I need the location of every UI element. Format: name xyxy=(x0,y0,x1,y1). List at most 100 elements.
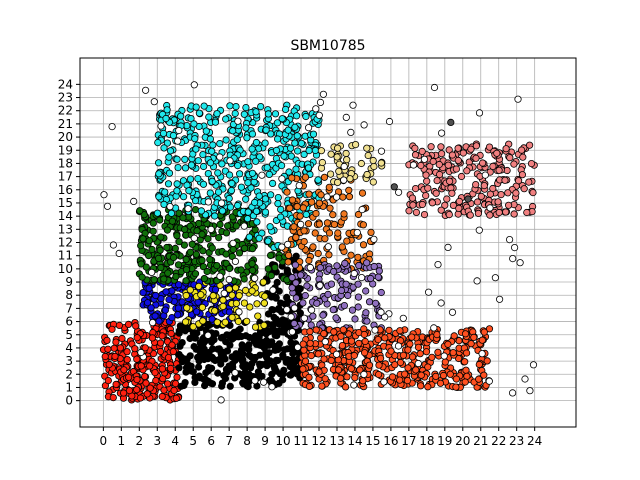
data-point xyxy=(200,348,208,357)
data-point xyxy=(157,263,165,272)
data-point xyxy=(306,339,314,347)
data-point xyxy=(377,308,385,316)
y-tick-label: 11 xyxy=(58,249,73,263)
data-point xyxy=(406,340,414,348)
data-point xyxy=(350,351,358,360)
data-point xyxy=(217,334,225,342)
data-point xyxy=(244,179,252,187)
data-point xyxy=(240,275,248,283)
data-point xyxy=(324,243,332,251)
data-point xyxy=(495,295,504,303)
data-point xyxy=(204,235,212,243)
data-point xyxy=(416,350,424,358)
data-point xyxy=(447,118,455,127)
x-tick-label: 14 xyxy=(347,434,362,448)
data-point xyxy=(103,336,111,344)
data-point xyxy=(365,361,374,369)
data-point xyxy=(248,130,257,138)
data-point xyxy=(504,201,513,209)
data-point xyxy=(462,366,470,374)
data-point xyxy=(519,153,527,161)
data-point xyxy=(241,379,249,387)
data-point xyxy=(181,378,189,387)
data-point xyxy=(190,234,198,242)
data-point xyxy=(357,273,366,282)
data-point xyxy=(341,383,350,391)
data-point xyxy=(357,159,365,168)
data-point xyxy=(190,120,198,128)
data-point xyxy=(206,135,214,143)
data-point xyxy=(218,382,226,390)
data-point xyxy=(168,217,176,225)
data-point xyxy=(173,155,181,163)
data-point xyxy=(163,226,171,234)
data-point xyxy=(209,141,217,149)
data-point xyxy=(271,263,279,272)
data-point xyxy=(292,165,300,173)
data-point xyxy=(223,347,232,355)
data-point xyxy=(489,184,497,193)
data-point xyxy=(240,110,248,118)
data-point xyxy=(523,208,531,217)
data-point xyxy=(173,187,181,195)
data-point xyxy=(285,168,293,176)
data-point xyxy=(251,198,259,207)
data-point xyxy=(211,118,220,126)
data-point xyxy=(255,234,263,242)
data-point xyxy=(248,260,256,268)
data-point xyxy=(252,157,260,165)
data-point xyxy=(182,291,190,300)
data-point xyxy=(284,240,292,248)
data-point xyxy=(381,313,389,321)
data-point xyxy=(454,144,462,152)
data-point xyxy=(251,274,259,282)
y-tick-label: 2 xyxy=(65,367,73,381)
data-point xyxy=(505,236,514,244)
y-tick-label: 19 xyxy=(58,143,73,157)
data-point xyxy=(137,260,145,268)
data-point xyxy=(145,252,153,260)
data-point xyxy=(300,238,308,246)
data-point xyxy=(409,161,418,169)
data-point xyxy=(130,197,138,205)
data-point xyxy=(281,105,290,114)
data-point xyxy=(187,161,196,169)
data-point xyxy=(240,299,248,307)
data-point xyxy=(504,189,512,197)
data-point xyxy=(405,207,413,215)
data-point xyxy=(234,117,242,125)
data-point xyxy=(508,389,517,397)
data-point xyxy=(302,210,310,219)
data-point xyxy=(150,98,158,106)
data-point xyxy=(255,192,263,200)
data-point xyxy=(433,330,441,339)
data-point xyxy=(309,312,317,320)
data-point xyxy=(148,334,156,342)
data-point xyxy=(231,369,239,377)
data-point xyxy=(154,139,162,147)
data-point xyxy=(388,373,397,381)
data-point xyxy=(509,255,517,263)
data-point xyxy=(186,175,195,183)
data-point xyxy=(246,303,254,311)
data-point xyxy=(144,299,152,307)
x-tick-label: 5 xyxy=(189,434,197,448)
data-point xyxy=(314,350,322,358)
data-point xyxy=(315,220,323,228)
data-point xyxy=(142,263,150,271)
data-point xyxy=(260,321,268,329)
data-point xyxy=(351,374,359,382)
data-point xyxy=(159,129,168,137)
y-tick-label: 22 xyxy=(58,104,73,118)
data-point xyxy=(437,129,446,137)
data-point xyxy=(305,147,313,155)
data-point xyxy=(194,157,202,165)
data-point xyxy=(265,341,273,349)
data-point xyxy=(325,229,334,237)
data-point xyxy=(417,371,425,379)
data-point xyxy=(137,362,145,370)
data-point xyxy=(304,124,313,132)
data-point xyxy=(191,135,199,143)
x-tick-label: 8 xyxy=(243,434,251,448)
data-point xyxy=(502,208,510,216)
